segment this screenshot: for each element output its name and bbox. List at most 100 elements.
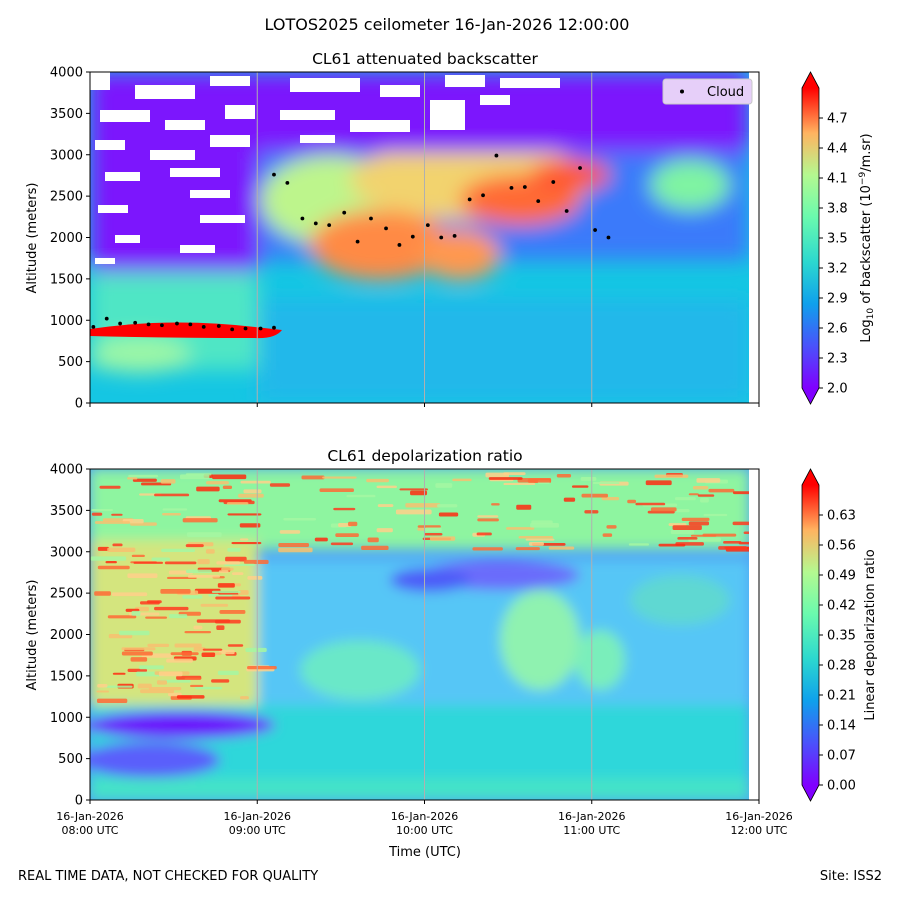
y-tick-label: 1500 xyxy=(50,272,83,287)
noise-streak xyxy=(677,537,698,540)
noise-streak xyxy=(145,616,168,619)
y-tick-label: 500 xyxy=(58,355,83,370)
colorbar-tick-label: 3.2 xyxy=(827,262,848,277)
noise-streak xyxy=(602,533,613,537)
noise-streak xyxy=(128,474,159,478)
noise-streak xyxy=(216,625,225,630)
y-tick-label: 2500 xyxy=(50,587,83,602)
x-tick-time: 11:00 UTC xyxy=(563,824,620,837)
noise-streak xyxy=(90,556,127,561)
noise-streak xyxy=(515,547,540,551)
noise-streak xyxy=(121,647,156,651)
noise-streak xyxy=(314,537,328,542)
noise-streak xyxy=(361,545,389,551)
noise-streak xyxy=(162,508,188,511)
colorbar-tick-label: 3.8 xyxy=(827,202,848,217)
x-tick-time: 12:00 UTC xyxy=(730,824,787,837)
noise-streak xyxy=(410,490,428,496)
top-white-gaps xyxy=(90,72,560,264)
noise-streak xyxy=(193,647,206,652)
noise-streak xyxy=(201,652,216,658)
noise-streak xyxy=(417,527,426,531)
bottom-y-axis-label: Altitude (meters) xyxy=(25,580,40,691)
colorbar-tick-label: 0.07 xyxy=(827,749,856,764)
cloud-point xyxy=(175,321,179,326)
noise-streak xyxy=(269,483,291,487)
noise-streak xyxy=(732,491,749,495)
noise-streak xyxy=(700,497,709,503)
colorbar-tick-label: 0.28 xyxy=(827,659,856,674)
noise-streak xyxy=(137,683,152,689)
noise-streak xyxy=(168,614,188,619)
cloud-point xyxy=(285,180,290,185)
y-tick-label: 1000 xyxy=(50,314,83,329)
noise-streak xyxy=(670,529,695,535)
noise-streak xyxy=(131,554,145,558)
y-tick-label: 4000 xyxy=(50,66,83,81)
cloud-point xyxy=(272,172,276,177)
noise-streak xyxy=(174,643,202,648)
noise-streak xyxy=(367,537,379,543)
noise-streak xyxy=(112,672,126,675)
noise-streak xyxy=(97,546,110,551)
x-tick-date: 16-Jan-2026 xyxy=(558,810,626,823)
cloud-point xyxy=(355,239,360,244)
noise-streak xyxy=(348,521,358,527)
noise-streak xyxy=(658,543,686,547)
noise-streak xyxy=(94,521,131,524)
noise-streak xyxy=(216,561,241,565)
colorbar-tick-label: 2.6 xyxy=(827,322,848,337)
bottom-chart-title: CL61 depolarization ratio xyxy=(327,447,522,465)
noise-streak xyxy=(237,590,249,595)
noise-streak xyxy=(243,559,269,565)
noise-streak xyxy=(197,559,210,565)
noise-streak xyxy=(239,696,249,700)
noise-streak xyxy=(424,533,443,536)
noise-streak xyxy=(179,474,210,480)
noise-streak xyxy=(476,532,492,536)
noise-streak xyxy=(111,513,123,516)
colorbar-tick-label: 2.3 xyxy=(827,352,848,367)
noise-streak xyxy=(121,651,153,656)
noise-streak xyxy=(581,493,609,498)
noise-streak xyxy=(346,494,376,498)
noise-streak xyxy=(491,503,500,506)
noise-streak xyxy=(672,525,702,530)
colorbar-tick-label: 4.1 xyxy=(827,172,848,187)
noise-streak xyxy=(99,485,121,489)
noise-streak xyxy=(215,596,251,600)
noise-streak xyxy=(112,543,123,547)
noise-streak xyxy=(681,517,710,522)
noise-streak xyxy=(319,488,354,493)
cloud-point xyxy=(104,316,109,321)
noise-streak xyxy=(335,533,359,537)
x-tick-time: 10:00 UTC xyxy=(396,824,453,837)
noise-streak xyxy=(301,475,325,480)
noise-streak xyxy=(697,494,715,497)
noise-streak xyxy=(333,507,356,511)
top-colorbar: 2.0 2.3 2.6 2.9 3.2 3.5 3.8 4.1 4.4 4.7 Log10 of … xyxy=(801,71,876,405)
noise-streak xyxy=(247,576,263,580)
top-chart-title: CL61 attenuated backscatter xyxy=(312,50,538,68)
noise-streak xyxy=(239,523,261,528)
noise-streak xyxy=(91,508,114,512)
noise-streak xyxy=(94,591,111,596)
footer-quality-note: REAL TIME DATA, NOT CHECKED FOR QUALITY xyxy=(18,869,319,884)
x-tick-date: 16-Jan-2026 xyxy=(56,810,124,823)
noise-streak xyxy=(279,530,301,534)
noise-streak xyxy=(196,619,231,623)
noise-streak xyxy=(217,583,235,588)
noise-streak xyxy=(186,569,212,574)
cloud-point xyxy=(522,185,527,189)
colorbar-tick-label: 0.00 xyxy=(827,779,856,794)
noise-streak xyxy=(130,657,148,662)
cloud-point xyxy=(509,185,514,190)
noise-streak xyxy=(194,686,223,690)
cloud-point xyxy=(410,234,415,239)
noise-streak xyxy=(196,486,220,492)
noise-streak xyxy=(147,643,170,648)
noise-streak xyxy=(140,689,175,694)
cloud-point xyxy=(494,153,499,158)
noise-streak xyxy=(160,479,176,484)
low-cloud-layer xyxy=(90,322,282,339)
